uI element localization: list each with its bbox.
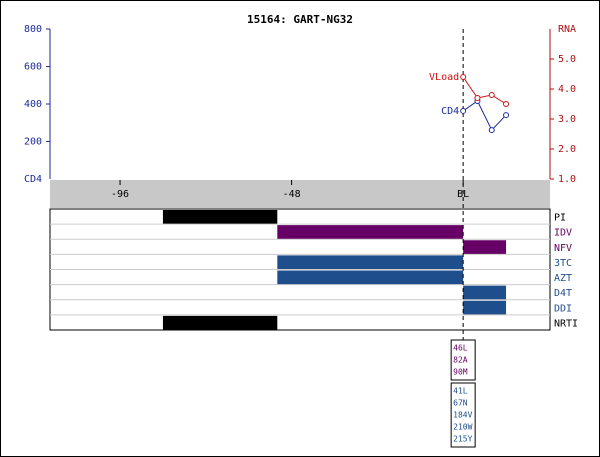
series-point bbox=[460, 107, 467, 114]
x-axis-band bbox=[50, 180, 550, 208]
y-tick-label: 800 bbox=[24, 24, 42, 35]
y2-tick-label: 5.0 bbox=[558, 54, 576, 65]
drug-bar bbox=[162, 210, 278, 225]
drug-label: NFV bbox=[554, 243, 572, 254]
series-line bbox=[462, 76, 507, 105]
y-tick-label: 400 bbox=[24, 99, 42, 110]
drug-bar bbox=[463, 240, 507, 255]
mutation-label: 46L bbox=[453, 344, 468, 353]
drug-bar bbox=[463, 285, 507, 300]
series-point bbox=[460, 74, 467, 80]
mutation-label: 41L bbox=[453, 387, 468, 396]
series-point bbox=[488, 127, 495, 134]
drug-label: 3TC bbox=[554, 258, 572, 269]
series-label: VLoad bbox=[429, 72, 459, 83]
mutation-box bbox=[450, 382, 476, 448]
series-point bbox=[474, 95, 481, 101]
x-tick-label: -96 bbox=[111, 189, 129, 200]
drug-bar bbox=[277, 255, 464, 270]
drug-label: AZT bbox=[554, 273, 572, 284]
x-tick-label: -48 bbox=[283, 189, 301, 200]
mutation-label: 215Y bbox=[453, 435, 472, 444]
drug-label: NRTI bbox=[554, 318, 578, 329]
drug-bar bbox=[277, 270, 464, 285]
drug-bar bbox=[277, 225, 464, 240]
y2-tick-label: 2.0 bbox=[558, 144, 576, 155]
y2-axis-label: RNA bbox=[558, 24, 576, 35]
drug-bar bbox=[162, 315, 278, 330]
series-point bbox=[503, 112, 510, 119]
mutation-box bbox=[450, 339, 476, 381]
drug-label: DDI bbox=[554, 303, 572, 314]
y-tick-label: 600 bbox=[24, 62, 42, 73]
drug-label: D4T bbox=[554, 288, 572, 299]
y-tick-label: 200 bbox=[24, 137, 42, 148]
series-label: CD4 bbox=[441, 106, 459, 117]
y2-tick-label: 1.0 bbox=[558, 174, 576, 185]
y-axis-label: CD4 bbox=[24, 174, 42, 185]
drug-label: PI bbox=[554, 213, 566, 224]
drug-label: IDV bbox=[554, 228, 572, 239]
mutation-label: 82A bbox=[453, 356, 468, 365]
mutation-label: 90M bbox=[453, 368, 468, 377]
mutation-label: 184V bbox=[453, 411, 472, 420]
x-tick-label: BL bbox=[457, 189, 469, 200]
series-point bbox=[488, 92, 495, 98]
mutation-label: 67N bbox=[453, 399, 468, 408]
y2-tick-label: 4.0 bbox=[558, 84, 576, 95]
y2-tick-label: 3.0 bbox=[558, 114, 576, 125]
chart-title: 15164: GART-NG32 bbox=[247, 13, 353, 26]
mutation-label: 210W bbox=[453, 423, 472, 432]
series-line bbox=[462, 100, 507, 131]
series-point bbox=[503, 101, 510, 107]
drug-bar bbox=[463, 300, 507, 315]
